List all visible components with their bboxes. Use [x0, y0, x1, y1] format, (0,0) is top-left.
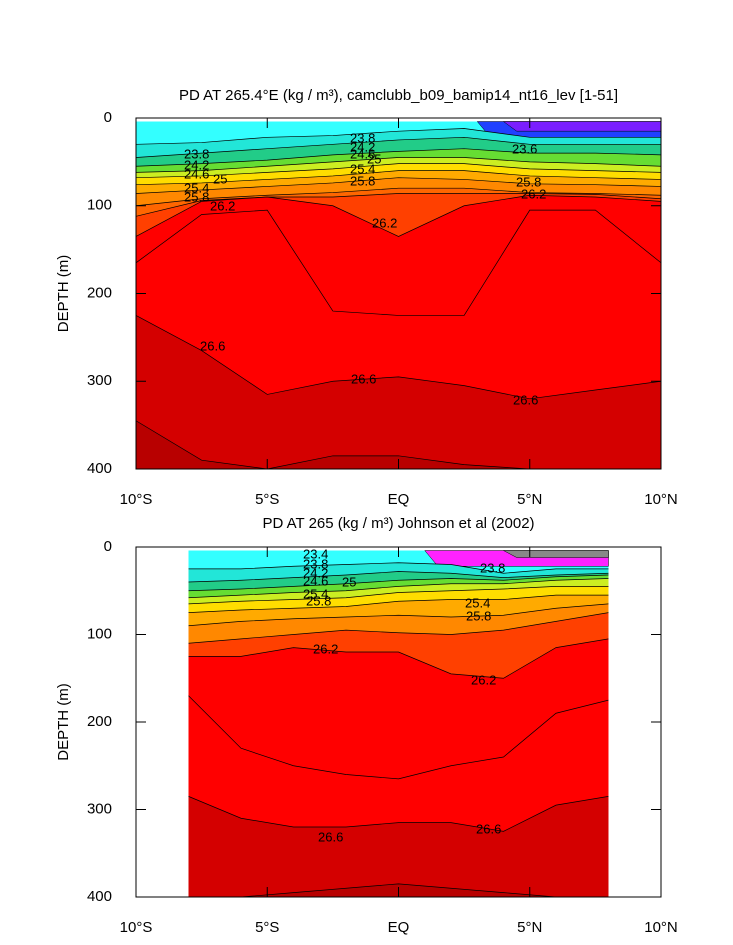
contour-label: 25.4: [465, 595, 490, 610]
contour-label: 26.2: [521, 186, 546, 201]
contour-label: 25.8: [516, 174, 541, 189]
chart-title: PD AT 265 (kg / m³) Johnson et al (2002): [262, 515, 534, 532]
y-tick-label: 200: [87, 284, 112, 301]
contour-line: [188, 594, 609, 613]
contour-label: 24.6: [184, 166, 209, 181]
panel: 23.423.824.224.6 2525.425.823.825.425.826…: [55, 515, 678, 936]
contour-line: [135, 136, 661, 158]
x-tick-label: 10°S: [120, 919, 153, 936]
contour-line: [188, 571, 609, 583]
contour-label: 23.8: [303, 556, 328, 571]
contour-line: [135, 315, 662, 400]
contour-label: 24.2: [350, 139, 375, 154]
contour-label: 25: [367, 151, 381, 166]
x-tick-label: 10°S: [120, 491, 153, 508]
contour-line: [188, 638, 609, 679]
contour-line: [188, 562, 609, 574]
contour-label: 26.2: [210, 198, 235, 213]
contour-label: 26.6: [476, 821, 501, 836]
contour-line: [188, 883, 609, 898]
y-tick-label: 0: [104, 538, 112, 555]
contour-label: 24.2: [184, 157, 209, 172]
x-tick-label: EQ: [388, 491, 410, 508]
contour-line: [188, 796, 609, 832]
contour-fill: [503, 550, 609, 558]
contour-label: 24.6: [350, 146, 375, 161]
y-axis-label: DEPTH (m): [55, 255, 72, 333]
x-tick-label: 5°S: [255, 491, 279, 508]
contour-label: 26.6: [318, 829, 343, 844]
y-tick-label: 400: [87, 888, 112, 905]
contour-label: 26.2: [313, 641, 338, 656]
contour-label: 25: [342, 574, 356, 589]
contour-label: 23.8: [184, 146, 209, 161]
contour-line: [188, 578, 609, 599]
contour-label: 25.8: [350, 173, 375, 188]
contour-line: [188, 603, 609, 627]
contour-label: 26.2: [471, 672, 496, 687]
contour-label: 24.2: [303, 565, 328, 580]
contour-label: 23.4: [303, 546, 328, 561]
contour-line: [188, 695, 609, 780]
contour-line: [135, 193, 662, 217]
contour-line: [135, 148, 662, 167]
contour-label: 25.4: [303, 586, 328, 601]
contour-label: 24.6: [303, 573, 328, 588]
contour-label: 23.8: [480, 560, 505, 575]
y-tick-label: 400: [87, 460, 112, 477]
contour-fill: [188, 796, 609, 897]
x-tick-label: 5°S: [255, 919, 279, 936]
contour-line: [135, 128, 661, 145]
contour-label: 23.6: [512, 141, 537, 156]
y-tick-label: 300: [87, 800, 112, 817]
y-tick-label: 0: [104, 109, 112, 126]
contour-line: [135, 177, 662, 194]
y-tick-label: 200: [87, 713, 112, 730]
y-tick-label: 300: [87, 372, 112, 389]
x-tick-label: 10°N: [644, 491, 678, 508]
contour-label: 25.8: [306, 593, 331, 608]
contour-line: [135, 194, 662, 237]
x-tick-label: EQ: [388, 919, 410, 936]
contour-fill: [136, 315, 661, 469]
x-tick-label: 5°N: [517, 919, 542, 936]
y-tick-label: 100: [87, 625, 112, 642]
x-tick-label: 10°N: [644, 919, 678, 936]
contour-label: 23.8: [350, 130, 375, 145]
contour-label: 26.2: [372, 215, 397, 230]
contour-line: [188, 612, 609, 644]
contour-label: 26.6: [200, 338, 225, 353]
x-tick-label: 5°N: [517, 491, 542, 508]
contour-label: 25.4: [350, 161, 375, 176]
contour-label: 26.6: [351, 371, 376, 386]
contour-fill: [502, 121, 662, 132]
contour-label: 25.8: [466, 608, 491, 623]
contour-line: [188, 586, 609, 605]
chart-title: PD AT 265.4°E (kg / m³), camclubb_b09_ba…: [179, 87, 618, 104]
contour-line: [135, 170, 662, 186]
contour-label: 25.4: [184, 180, 209, 195]
contour-label: 25.8: [184, 189, 209, 204]
contour-line: [135, 163, 662, 179]
contour-line: [188, 574, 609, 592]
y-tick-label: 100: [87, 197, 112, 214]
contour-label: 26.6: [513, 392, 538, 407]
contour-line: [135, 157, 662, 173]
y-axis-label: DEPTH (m): [55, 683, 72, 761]
contour-label: 25: [213, 171, 227, 186]
contour-line: [135, 209, 662, 316]
contour-line: [135, 187, 662, 207]
